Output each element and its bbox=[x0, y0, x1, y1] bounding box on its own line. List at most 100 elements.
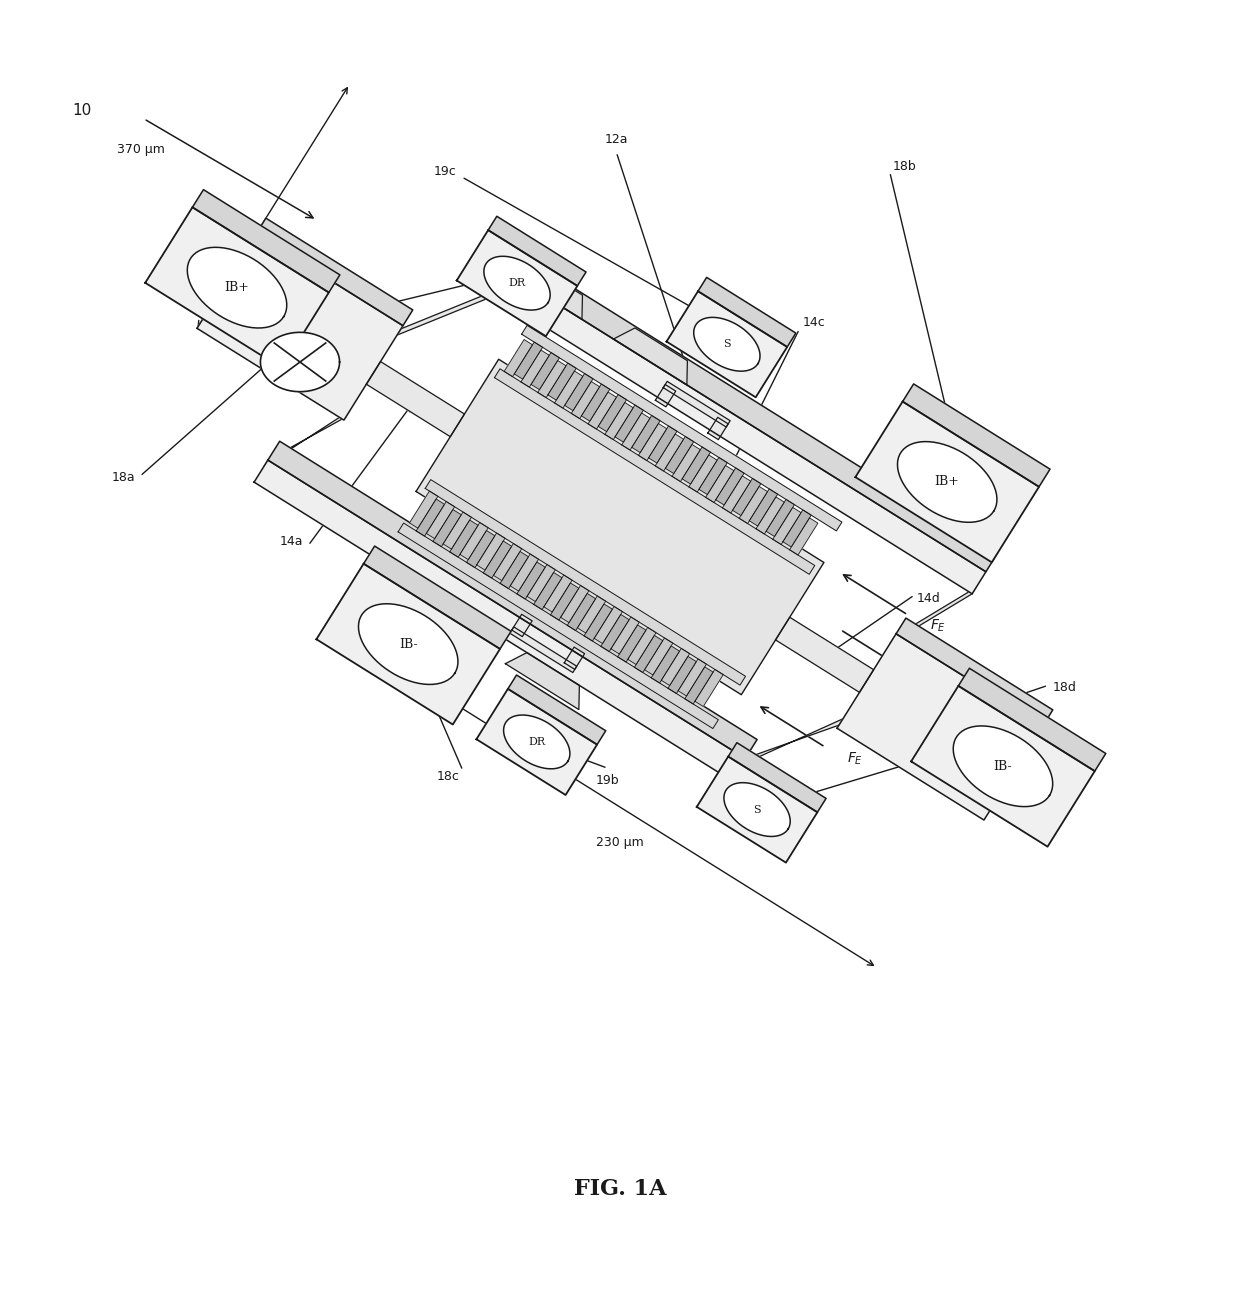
Text: DR: DR bbox=[528, 737, 546, 746]
Polygon shape bbox=[527, 565, 556, 602]
Polygon shape bbox=[572, 382, 600, 419]
Text: 16: 16 bbox=[897, 458, 911, 470]
Polygon shape bbox=[409, 491, 438, 528]
Polygon shape bbox=[538, 361, 565, 398]
Polygon shape bbox=[567, 593, 595, 630]
Polygon shape bbox=[645, 638, 673, 675]
Polygon shape bbox=[689, 455, 717, 492]
Polygon shape bbox=[667, 291, 787, 397]
Polygon shape bbox=[678, 659, 707, 696]
Polygon shape bbox=[521, 351, 549, 387]
Polygon shape bbox=[363, 547, 511, 648]
Polygon shape bbox=[187, 247, 286, 327]
Polygon shape bbox=[500, 552, 528, 589]
Polygon shape bbox=[268, 441, 758, 758]
Polygon shape bbox=[723, 476, 750, 513]
Polygon shape bbox=[443, 512, 471, 549]
Polygon shape bbox=[456, 231, 578, 336]
Polygon shape bbox=[494, 544, 522, 580]
Polygon shape bbox=[533, 572, 562, 610]
Polygon shape bbox=[756, 498, 784, 534]
Polygon shape bbox=[506, 652, 579, 709]
Text: 19a: 19a bbox=[322, 302, 345, 315]
Text: DR: DR bbox=[508, 278, 526, 289]
Polygon shape bbox=[954, 726, 1053, 807]
Polygon shape bbox=[584, 605, 613, 641]
Text: 18d: 18d bbox=[1053, 682, 1076, 695]
Polygon shape bbox=[897, 619, 1053, 726]
Polygon shape bbox=[715, 468, 744, 505]
Polygon shape bbox=[739, 486, 768, 523]
Polygon shape bbox=[264, 411, 350, 467]
Polygon shape bbox=[505, 339, 532, 376]
Text: $F_L$: $F_L$ bbox=[925, 661, 940, 678]
Text: 14c: 14c bbox=[804, 316, 826, 329]
Text: IB-: IB- bbox=[993, 759, 1012, 773]
Polygon shape bbox=[145, 208, 329, 369]
Polygon shape bbox=[520, 269, 583, 320]
Polygon shape bbox=[773, 508, 801, 544]
Polygon shape bbox=[466, 531, 495, 567]
Polygon shape bbox=[544, 575, 572, 612]
Polygon shape bbox=[484, 541, 512, 579]
Polygon shape bbox=[890, 588, 976, 643]
Polygon shape bbox=[639, 424, 667, 460]
Text: 12a: 12a bbox=[605, 133, 627, 146]
Polygon shape bbox=[898, 442, 997, 522]
Polygon shape bbox=[699, 458, 728, 495]
Polygon shape bbox=[728, 742, 826, 812]
Polygon shape bbox=[733, 478, 761, 516]
Polygon shape bbox=[594, 606, 622, 643]
Polygon shape bbox=[672, 445, 701, 482]
Text: B: B bbox=[347, 345, 357, 360]
Text: $F_E$: $F_E$ bbox=[847, 750, 863, 767]
Polygon shape bbox=[766, 499, 795, 536]
Polygon shape bbox=[724, 782, 790, 837]
Polygon shape bbox=[627, 628, 656, 665]
Text: 19d: 19d bbox=[968, 745, 993, 759]
Polygon shape bbox=[903, 384, 1050, 487]
Polygon shape bbox=[484, 257, 551, 311]
Polygon shape bbox=[697, 757, 817, 862]
Polygon shape bbox=[366, 361, 465, 437]
Text: 14d: 14d bbox=[916, 592, 941, 606]
Polygon shape bbox=[682, 447, 711, 485]
Polygon shape bbox=[856, 402, 1039, 562]
Polygon shape bbox=[632, 415, 660, 452]
Polygon shape bbox=[192, 189, 340, 293]
Text: 230 μm: 230 μm bbox=[596, 835, 644, 848]
Text: 14a: 14a bbox=[280, 535, 304, 548]
Polygon shape bbox=[476, 688, 598, 795]
Polygon shape bbox=[417, 499, 444, 536]
Text: S: S bbox=[753, 804, 761, 815]
Polygon shape bbox=[582, 384, 610, 422]
Polygon shape bbox=[790, 518, 818, 556]
Polygon shape bbox=[656, 384, 676, 407]
Polygon shape bbox=[508, 255, 998, 572]
Polygon shape bbox=[255, 218, 413, 326]
Polygon shape bbox=[260, 333, 340, 392]
Polygon shape bbox=[531, 353, 559, 389]
Polygon shape bbox=[450, 519, 479, 557]
Polygon shape bbox=[512, 615, 532, 637]
Polygon shape bbox=[598, 394, 626, 432]
Polygon shape bbox=[522, 325, 842, 531]
Polygon shape bbox=[397, 289, 498, 335]
Polygon shape bbox=[495, 273, 986, 594]
Text: 10: 10 bbox=[72, 103, 92, 117]
Polygon shape bbox=[742, 719, 843, 764]
Polygon shape bbox=[554, 371, 583, 409]
Text: $F_E$: $F_E$ bbox=[930, 617, 946, 634]
Polygon shape bbox=[684, 666, 713, 704]
Polygon shape bbox=[621, 412, 650, 450]
Polygon shape bbox=[503, 715, 570, 768]
Polygon shape bbox=[254, 460, 745, 780]
Text: 18c: 18c bbox=[436, 771, 459, 784]
Polygon shape bbox=[564, 647, 584, 669]
Polygon shape bbox=[693, 317, 760, 371]
Text: 19b: 19b bbox=[595, 775, 620, 788]
Polygon shape bbox=[398, 523, 718, 728]
Text: IB-: IB- bbox=[399, 638, 418, 651]
Polygon shape bbox=[666, 437, 693, 473]
Polygon shape bbox=[489, 217, 587, 286]
